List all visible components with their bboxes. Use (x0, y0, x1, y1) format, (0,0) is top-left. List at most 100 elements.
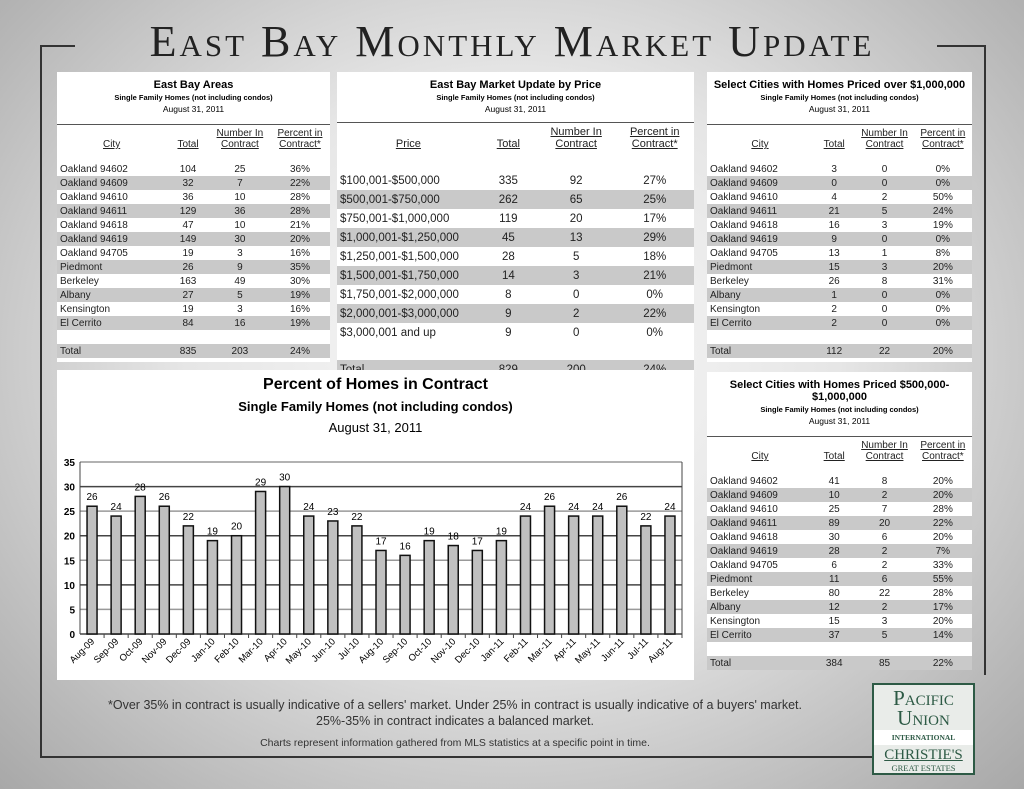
table-cell: Oakland 94618 (710, 219, 778, 231)
table-subtitle: Single Family Homes (not including condo… (760, 93, 919, 102)
table-row: Oakland 94618 30 6 20% (707, 530, 972, 544)
table-cell: 26 (828, 275, 840, 287)
table-subtitle: Single Family Homes (not including condo… (436, 93, 595, 102)
table-row: Kensington 2 0 0% (707, 302, 972, 316)
table-cell: 30 (209, 232, 270, 246)
bar (351, 525, 363, 635)
table-cell: 20% (932, 475, 953, 487)
data-label: 22 (351, 512, 363, 523)
table-over-1m: Select Cities with Homes Priced over $1,… (707, 72, 972, 362)
table-cell: 85 (855, 656, 914, 670)
table-cell: Oakland 94609 (57, 176, 167, 190)
table-header: Price Total Number In Contract Percent in C… (337, 122, 694, 153)
table-cell: 28% (289, 191, 310, 203)
table-cell: 19% (269, 288, 330, 302)
data-label: 24 (303, 502, 315, 513)
table-row: $500,001-$750,000 262 65 25% (337, 190, 694, 209)
data-label: 29 (255, 477, 267, 488)
data-label: 26 (616, 492, 628, 503)
table-cell: 26 (166, 260, 210, 274)
table-cell: 1 (881, 247, 888, 259)
bar (640, 525, 652, 635)
data-label: 30 (279, 473, 291, 484)
table-cell: Oakland 94609 (707, 488, 813, 502)
table-cell: 49 (234, 275, 246, 287)
table-row: Albany 1 0 0% (707, 288, 972, 302)
table-cell: $1,000,001-$1,250,000 (337, 228, 480, 247)
data-table: Price Total Number In Contract Percent in C… (337, 122, 694, 379)
y-tick-label: 35 (64, 458, 76, 469)
table-cell: 12 (813, 600, 856, 614)
chart-date: August 31, 2011 (328, 420, 423, 435)
x-tick-label: Feb-11 (502, 636, 531, 665)
table-cell: 21 (813, 204, 856, 218)
table-cell: Oakland 94610 (60, 191, 128, 203)
table-cell: 3 (881, 219, 888, 231)
table-cell: 28 (813, 544, 856, 558)
table-cell: 18% (643, 250, 667, 263)
data-label: 24 (568, 502, 580, 513)
column-header: City (707, 437, 813, 465)
table-cell: Kensington (710, 615, 761, 627)
table-cell: Total (57, 344, 167, 358)
table-cell: 80 (828, 587, 840, 599)
table-cell: 3 (237, 303, 243, 315)
column-header: Price (337, 123, 480, 153)
table-cell: 9 (479, 304, 537, 323)
table-cell: 5 (855, 204, 914, 218)
table-cell: 22% (269, 176, 330, 190)
table-cell: $1,750,001-$2,000,000 (340, 288, 459, 301)
column-header-label: City (751, 139, 769, 150)
bar (86, 505, 98, 635)
bar (471, 549, 484, 635)
bar (134, 495, 146, 635)
table-row: Berkeley 26 8 31% (707, 274, 972, 288)
table-cell: 2 (855, 544, 914, 558)
x-tick-label: Aug-11 (646, 636, 675, 665)
table-cell: 22% (615, 304, 694, 323)
table-row: Oakland 94609 10 2 20% (707, 488, 972, 502)
table-row: El Cerrito 2 0 0% (707, 316, 972, 330)
table-cell: 20% (913, 260, 972, 274)
table-cell: 24% (913, 204, 972, 218)
table-cell: 2 (881, 559, 888, 571)
table-cell: Oakland 94610 (710, 191, 778, 203)
table-cell: 25% (615, 190, 694, 209)
data-table: City Total Number In Contract Percent in Co… (57, 124, 330, 358)
table-subtitle: Single Family Homes (not including condo… (760, 405, 919, 414)
table-cell: 129 (166, 204, 210, 218)
table-cell: 45 (479, 228, 537, 247)
bar (303, 515, 315, 635)
x-tick-label: Jun-10 (310, 636, 338, 664)
table-cell: 17% (913, 600, 972, 614)
table-east-bay-areas: East Bay Areas Single Family Homes (not i… (57, 72, 330, 362)
table-cell: Berkeley (710, 587, 749, 599)
table-cell: 104 (179, 163, 197, 175)
table-cell: 20 (569, 212, 583, 225)
data-label: 24 (111, 502, 123, 513)
table-cell: 3 (881, 615, 888, 627)
column-header-label: Number In Contract (550, 126, 602, 150)
table-cell: 50% (932, 191, 953, 203)
table-cell: 47 (182, 219, 194, 231)
page-title: East Bay Monthly Market Update (149, 17, 875, 66)
table-date: August 31, 2011 (162, 104, 225, 114)
table-cell: 119 (499, 212, 518, 225)
table-cell: 20% (913, 344, 972, 358)
bar (327, 520, 339, 635)
table-cell: 163 (179, 275, 197, 287)
column-header: Number In Contract (855, 125, 913, 153)
table-cell: 15 (813, 260, 856, 274)
table-cell: 3 (831, 163, 837, 175)
table-cell: 7 (209, 176, 270, 190)
table-cell: Oakland 94705 (60, 247, 128, 259)
table-cell: 28 (501, 250, 515, 263)
table-cell: 35% (269, 260, 330, 274)
table-cell: 32 (166, 176, 210, 190)
table-cell: El Cerrito (57, 316, 167, 330)
table-cell: 9 (505, 326, 512, 339)
table-row: $1,000,001-$1,250,000 45 13 29% (337, 228, 694, 247)
column-header: Number In Contract (210, 125, 270, 153)
data-table: City Total Number In Contract Percent in Co… (707, 436, 972, 670)
table-cell: Piedmont (57, 260, 167, 274)
